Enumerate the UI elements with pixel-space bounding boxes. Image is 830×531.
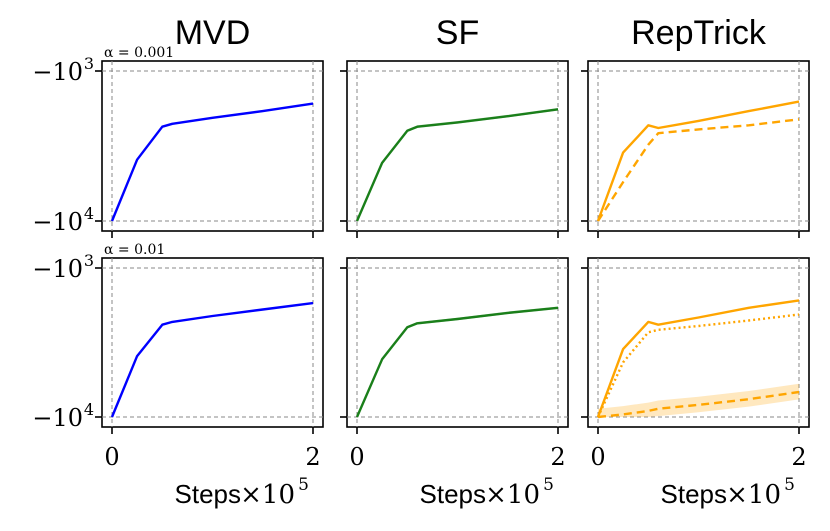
- ytick-label-r1-0: −10: [32, 255, 83, 283]
- xtick-label-c0-0: 0: [104, 443, 119, 471]
- panel-r0-c1-series-0-band: [357, 108, 558, 221]
- panel-r1-c2-series-2-band: [598, 383, 799, 417]
- panel-r1-c2-series-1-line: [596, 313, 800, 418]
- ytick-label-exp-r1-1: 4: [84, 400, 94, 419]
- panel-r1-c0-series-0-line: [110, 301, 314, 418]
- ytick-label-r0-1: −10: [32, 208, 83, 236]
- xtick-label-c2-1: 2: [791, 443, 806, 471]
- xtick-label-c1-1: 2: [550, 443, 565, 471]
- panel-r0-c2-series-1-line: [596, 118, 800, 222]
- row-alpha-label-1: α = 0.01: [104, 242, 165, 258]
- row-alpha-label-0: α = 0.001: [104, 45, 174, 61]
- panel-r1-c2-series-0-line: [596, 299, 800, 418]
- xlabel-mult-c2: ×10: [726, 480, 781, 510]
- xlabel-c1: Steps: [420, 479, 487, 509]
- panel-r0-c0-frame: [101, 60, 324, 232]
- column-title-mvd: MVD: [175, 14, 251, 52]
- xlabel-exp-c0: 5: [298, 475, 309, 495]
- xtick-label-c1-0: 0: [349, 443, 364, 471]
- panel-r0-c1-series-0-line: [355, 108, 559, 222]
- panel-r1-c1-series-0-band: [357, 306, 558, 417]
- xtick-label-c2-0: 0: [590, 443, 605, 471]
- ytick-label-r0-0: −10: [32, 58, 83, 86]
- panel-r1-c1-series-0-line: [355, 306, 559, 418]
- ytick-label-exp-r0-0: 3: [84, 54, 94, 73]
- xlabel-c2: Steps: [661, 479, 728, 509]
- panel-r0-c0-series-0-line: [110, 102, 314, 222]
- xlabel-c0: Steps: [175, 479, 242, 509]
- column-title-reptrick: RepTrick: [631, 14, 767, 52]
- xtick-label-c0-1: 2: [305, 443, 320, 471]
- ytick-label-exp-r0-1: 4: [84, 204, 94, 223]
- panel-r0-c1-frame: [346, 60, 569, 232]
- xlabel-mult-c1: ×10: [485, 480, 540, 510]
- column-title-sf: SF: [436, 14, 479, 52]
- xlabel-mult-c0: ×10: [240, 480, 295, 510]
- panel-r1-c1-frame: [346, 257, 569, 428]
- xlabel-exp-c2: 5: [784, 475, 795, 495]
- panel-r1-c2-frame: [587, 257, 810, 428]
- panel-r1-c0-frame: [101, 257, 324, 428]
- ytick-label-r1-1: −10: [32, 404, 83, 432]
- panel-r0-c2-series-0-line: [596, 100, 800, 222]
- xlabel-exp-c1: 5: [543, 475, 554, 495]
- ytick-label-exp-r1-0: 3: [84, 251, 94, 270]
- panel-r0-c2-frame: [587, 60, 810, 232]
